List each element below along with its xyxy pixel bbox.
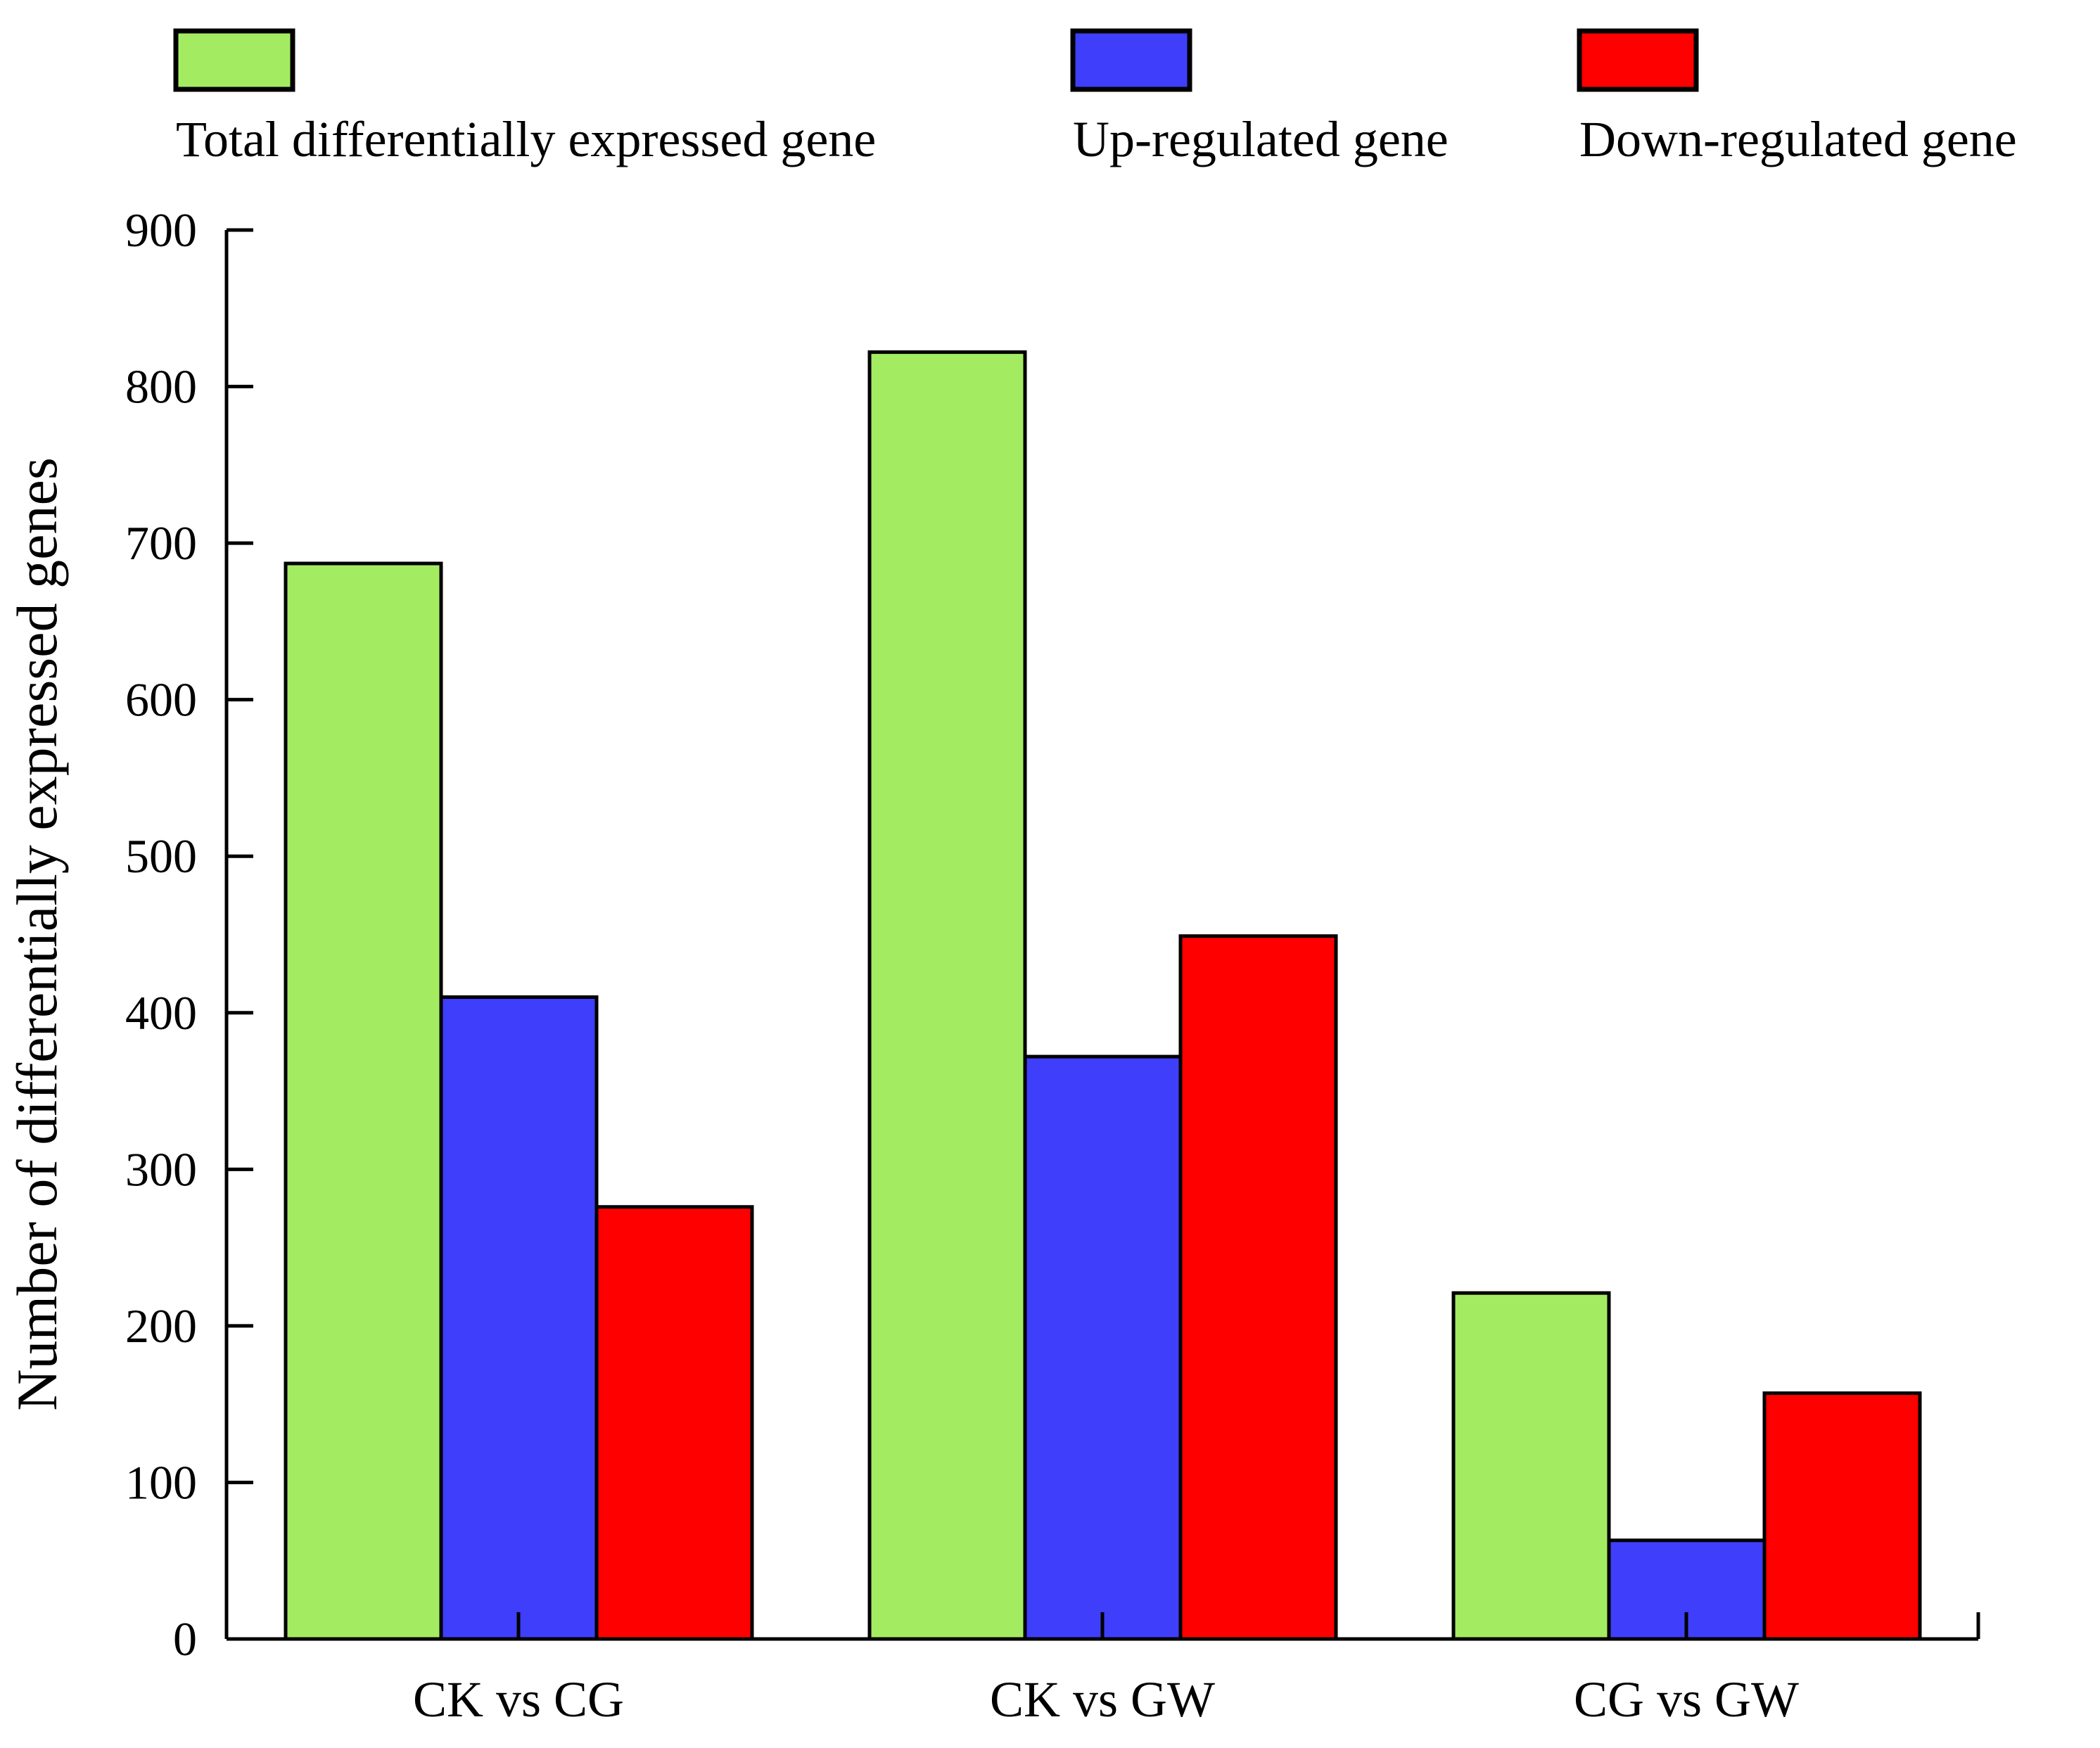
bars [284, 350, 1922, 1641]
legend-item-down-regulated-gene: Down-regulated gene [1577, 28, 2017, 167]
legend-label: Up-regulated gene [1073, 111, 1449, 167]
y-tick-label: 500 [125, 829, 197, 883]
bar-up-regulated-gene-ck-vs-cg [439, 995, 599, 1641]
legend-label: Down-regulated gene [1579, 111, 2017, 167]
y-tick-label: 700 [125, 516, 197, 570]
bar-total-differentially-expressed-gene-ck-vs-gw [867, 350, 1027, 1641]
y-tick-label: 100 [125, 1455, 197, 1509]
legend: Total differentially expressed gene Up-re… [173, 28, 2017, 167]
legend-swatch [173, 28, 295, 92]
bar-down-regulated-gene-ck-vs-gw [1178, 934, 1338, 1641]
legend-label: Total differentially expressed gene [176, 111, 876, 167]
y-tick-label: 600 [125, 673, 197, 727]
legend-swatch [1577, 28, 1699, 92]
bar-up-regulated-gene-ck-vs-gw [1023, 1054, 1183, 1641]
legend-item-total-differentially-expressed-gene: Total differentially expressed gene [173, 28, 876, 167]
bar-total-differentially-expressed-gene-ck-vs-cg [284, 561, 443, 1641]
bar-down-regulated-gene-cg-vs-gw [1762, 1391, 1922, 1641]
y-tick-label: 200 [125, 1299, 197, 1353]
y-tick-label: 400 [125, 986, 197, 1040]
bar-total-differentially-expressed-gene-cg-vs-gw [1451, 1291, 1611, 1641]
ticks: 0 100 200 300 400 500 600 700 800 900 CK vs CG CK v… [125, 203, 1799, 1728]
legend-swatch [1070, 28, 1192, 92]
y-axis-title: Number of differentially expressed genes [5, 457, 69, 1411]
legend-item-up-regulated-gene: Up-regulated gene [1070, 28, 1449, 167]
y-tick-label: 900 [125, 203, 197, 257]
x-tick-label: CG vs GW [1574, 1671, 1799, 1728]
y-tick-label: 0 [173, 1612, 197, 1666]
x-tick-label: CK vs CG [413, 1671, 624, 1728]
bar-down-regulated-gene-ck-vs-cg [594, 1205, 754, 1641]
y-tick-label: 800 [125, 360, 197, 414]
x-tick-label: CK vs GW [990, 1671, 1215, 1728]
y-tick-label: 300 [125, 1142, 197, 1196]
y-axis-title-group: Number of differentially expressed genes [5, 457, 69, 1411]
